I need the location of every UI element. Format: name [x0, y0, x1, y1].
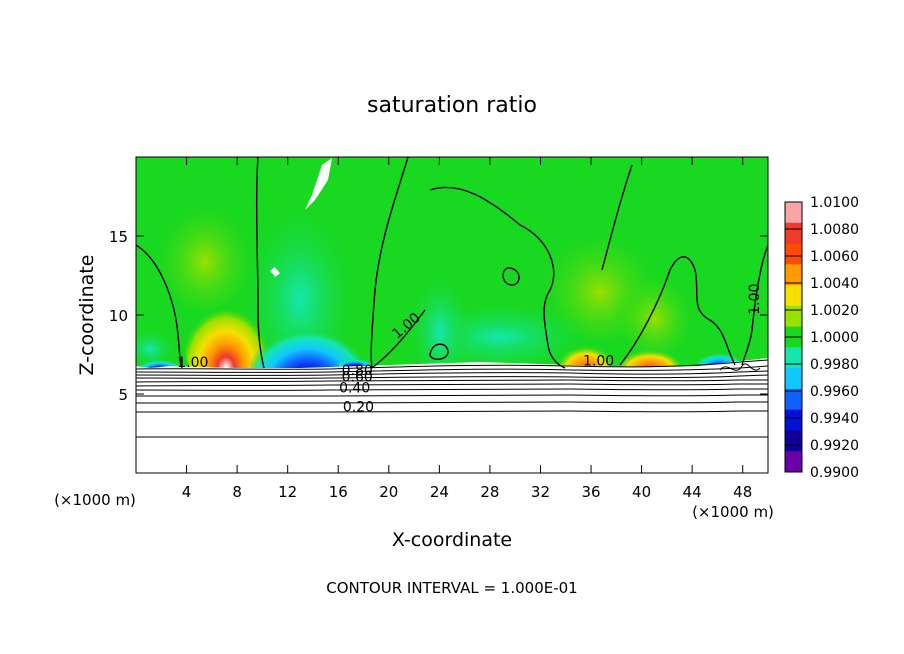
- colorbar-segment: [785, 388, 802, 411]
- contour-label: 1.00: [583, 354, 614, 370]
- x-tick-label: 20: [379, 483, 398, 501]
- x-unit-label-right: (×1000 m): [692, 503, 774, 521]
- colorbar-tick-label: 0.9960: [810, 384, 859, 400]
- colorbar-segment: [785, 285, 802, 307]
- contour-label: 0.80: [342, 363, 373, 379]
- colorbar-tick-label: 1.0100: [810, 195, 859, 211]
- x-axis-ticks: 4 8 12 16 20 24 28 32 36 40 44 48: [182, 157, 752, 501]
- chart-title: saturation ratio: [367, 93, 537, 118]
- contour-label: 0.40: [339, 380, 370, 396]
- colorbar-tick-label: 1.0080: [810, 222, 859, 238]
- field-patch: [155, 190, 255, 310]
- y-axis-label: Z-coordinate: [76, 255, 98, 376]
- colorbar-tick-label: 0.9900: [810, 465, 859, 481]
- colorbar-tick-label: 0.9920: [810, 438, 859, 454]
- y-tick-label: 5: [118, 386, 128, 404]
- y-tick-label: 10: [109, 307, 128, 325]
- x-tick-label: 48: [733, 483, 752, 501]
- colorbar-segment: [785, 430, 802, 452]
- field-patch: [410, 260, 470, 380]
- colorbar-segment: [785, 222, 802, 245]
- x-tick-label: 36: [581, 483, 600, 501]
- colorbar-segment: [785, 368, 802, 390]
- x-tick-label: 4: [182, 483, 192, 501]
- x-tick-label: 24: [430, 483, 449, 501]
- colorbar-segment: [785, 243, 802, 265]
- y-axis-ticks: 5 10 15: [109, 228, 768, 404]
- field-patch: [615, 265, 695, 355]
- x-tick-label: 16: [329, 483, 348, 501]
- colorbar-tick-label: 1.0020: [810, 303, 859, 319]
- plot-area: [136, 157, 768, 473]
- x-tick-label: 40: [632, 483, 651, 501]
- y-tick-label: 15: [109, 228, 128, 246]
- contour-interval-note: CONTOUR INTERVAL = 1.000E-01: [326, 579, 577, 597]
- contour-label: 0.20: [343, 399, 374, 415]
- x-tick-label: 28: [480, 483, 499, 501]
- contour-label: 1.00: [177, 355, 208, 371]
- colorbar-tick-label: 1.0060: [810, 249, 859, 265]
- colorbar-tick-label: 0.9940: [810, 411, 859, 427]
- contour-label: 0.60: [342, 369, 373, 385]
- contour-lines-lower: [136, 359, 768, 438]
- contour-1.00: [136, 157, 768, 369]
- x-unit-label-left: (×1000 m): [54, 491, 136, 509]
- subsaturated-white-region: [136, 358, 768, 473]
- colorbar-tick-label: 1.0000: [810, 330, 859, 346]
- x-tick-label: 44: [683, 483, 702, 501]
- x-tick-label: 32: [531, 483, 550, 501]
- x-axis-label: X-coordinate: [392, 529, 512, 551]
- x-tick-label: 8: [232, 483, 242, 501]
- contour-label: 1.00: [747, 284, 763, 315]
- colorbar-tick-label: 1.0040: [810, 276, 859, 292]
- colorbar-segment: [785, 305, 802, 328]
- colorbar-segment: [785, 202, 802, 224]
- colorbar-segment: [785, 264, 802, 286]
- undefined-region: [305, 158, 332, 210]
- colorbar: 1.0100 1.0080 1.0060 1.0040 1.0020 1.0000 0.99…: [784, 195, 859, 481]
- colorbar-segment: [785, 347, 802, 369]
- contour-labels: 1.001.001.001.000.800.600.400.20: [177, 284, 763, 416]
- colorbar-segment: [785, 451, 802, 473]
- colorbar-tick-label: 0.9980: [810, 357, 859, 373]
- undefined-region: [270, 267, 280, 277]
- colorbar-segment: [785, 409, 802, 431]
- x-tick-label: 12: [278, 483, 297, 501]
